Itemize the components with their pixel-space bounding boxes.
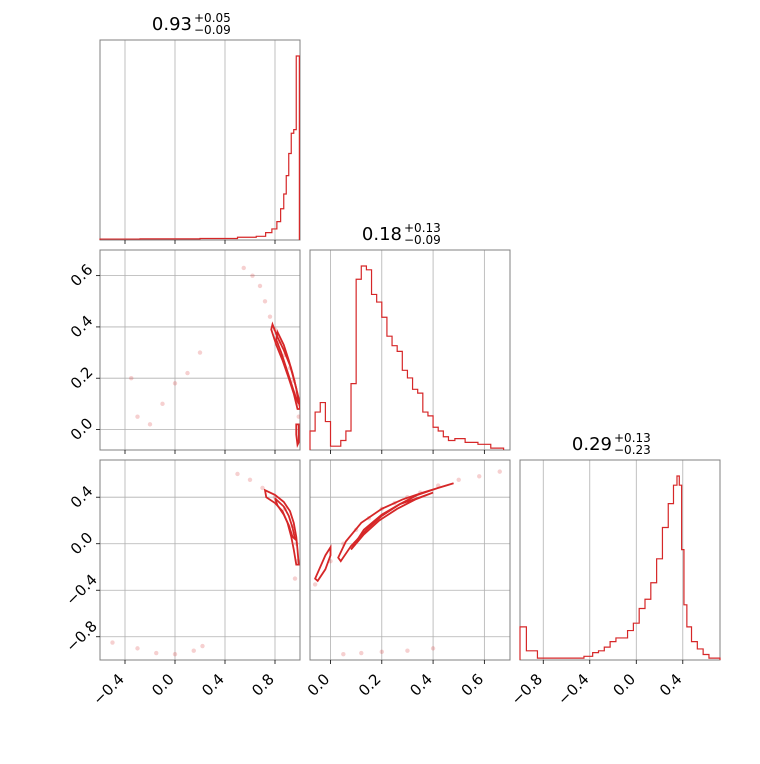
axis-param1-xlabel-1: 0.2	[355, 670, 385, 700]
scatter-panel-1-point-1	[247, 477, 253, 482]
hist-panel-2-frame	[519, 459, 721, 661]
scatter-panel-1-contour-0	[263, 488, 300, 566]
scatter-panel-1-point-9	[135, 646, 140, 651]
scatter-panel-0-point-17	[135, 414, 140, 419]
axis-row1-ylabel-2: 0.4	[67, 312, 97, 342]
scatter-panel-0-point-12	[296, 414, 300, 419]
scatter-panel-2-contour-1	[337, 482, 454, 563]
scatter-panel-1-contour-1	[274, 497, 297, 542]
axis-param1-xlabel-2: 0.4	[406, 670, 436, 700]
axis-param2-xlabel-0: −0.8	[508, 670, 546, 708]
scatter-panel-2-marks	[312, 469, 502, 657]
scatter-panel-0-frame	[99, 249, 301, 451]
scatter-panel-0-point-2	[257, 283, 263, 289]
axis-param0-xlabel-3: 0.8	[248, 670, 278, 700]
scatter-panel-2-contour-0	[314, 544, 332, 583]
axis-param0-xlabel-0: −0.4	[89, 670, 127, 708]
title-0: 0.93 +0.05−0.09	[152, 11, 231, 37]
axis-param2-xlabel-3: 0.4	[656, 670, 686, 700]
title-2-median: 0.29	[572, 434, 612, 455]
scatter-panel-0-contour-2	[295, 423, 300, 449]
scatter-panel-2-point-12	[497, 469, 502, 474]
title-0-minus: −0.09	[194, 23, 231, 37]
axis-row2-ylabel-0: −0.8	[62, 617, 100, 655]
scatter-panel-0-point-19	[147, 422, 153, 427]
scatter-panel-1-marks	[110, 471, 300, 657]
axis-param0-xlabel-1: 0.0	[148, 670, 178, 700]
axis-param0-xlabel-2: 0.4	[198, 670, 228, 700]
scatter-panel-0-point-1	[250, 273, 255, 278]
scatter-panel-0-point-13	[172, 381, 178, 386]
scatter-panel-1-point-13	[200, 643, 205, 649]
title-1-median: 0.18	[362, 224, 402, 245]
scatter-panel-2-point-11	[477, 474, 482, 479]
title-2-minus: −0.23	[614, 443, 651, 457]
axis-param1-xlabel-3: 0.6	[458, 670, 488, 700]
scatter-panel-0-marks	[129, 265, 300, 449]
axis-row1-ylabel-0: 0.0	[67, 414, 97, 444]
scatter-panel-0-point-3	[262, 299, 268, 304]
hist-panel-2-histogram	[519, 475, 721, 660]
title-0-plus: +0.05	[194, 11, 231, 25]
axis-param2-xlabel-2: 0.0	[610, 670, 640, 700]
scatter-panel-1-point-10	[154, 650, 159, 656]
scatter-panel-1-point-12	[191, 648, 196, 653]
scatter-panel-0-contour-1	[275, 329, 300, 405]
hist-panel-1-histogram	[309, 265, 505, 450]
scatter-panel-1-point-0	[235, 471, 240, 477]
title-2: 0.29 +0.13−0.23	[572, 431, 651, 457]
scatter-panel-2-point-13	[341, 651, 346, 657]
hist-panel-0-frame	[99, 39, 301, 241]
title-0-median: 0.93	[152, 14, 192, 35]
axis-row2-ylabel-3: 0.4	[67, 482, 97, 512]
axis-param2-xlabel-1: −0.4	[554, 670, 592, 708]
scatter-panel-2-point-17	[430, 646, 436, 651]
scatter-panel-1-point-11	[172, 651, 178, 657]
scatter-panel-2-point-10	[456, 477, 461, 482]
axis-row1-ylabel-3: 0.6	[67, 260, 97, 290]
hist-panel-0-histogram	[99, 55, 300, 240]
scatter-panel-0-point-0	[241, 265, 246, 271]
scatter-panel-2-point-14	[359, 650, 364, 656]
hist-panel-1-frame	[309, 249, 511, 451]
scatter-panel-1-point-14	[110, 640, 115, 645]
axis-row2-ylabel-1: −0.4	[62, 571, 100, 609]
title-1-minus: −0.09	[404, 233, 441, 247]
scatter-panel-1-point-2	[260, 485, 265, 491]
scatter-panel-2-point-0	[312, 582, 318, 587]
scatter-panel-2-point-16	[405, 648, 410, 653]
scatter-panel-0-point-15	[197, 350, 203, 355]
scatter-panel-0-point-4	[267, 314, 273, 319]
title-1-plus: +0.13	[404, 221, 441, 235]
scatter-panel-1-frame	[99, 459, 301, 661]
scatter-panel-0-point-18	[160, 401, 165, 407]
scatter-panel-0-point-14	[185, 370, 190, 376]
scatter-panel-2-point-15	[379, 649, 384, 655]
axis-row1-ylabel-1: 0.2	[67, 363, 97, 393]
scatter-panel-1-point-8	[292, 576, 298, 581]
axis-param1-xlabel-0: 0.0	[304, 670, 334, 700]
scatter-panel-0-contour-0	[270, 321, 300, 410]
scatter-panel-0-point-16	[129, 376, 134, 381]
title-1: 0.18 +0.13−0.09	[362, 221, 441, 247]
title-2-plus: +0.13	[614, 431, 651, 445]
axis-row2-ylabel-2: 0.0	[67, 529, 97, 559]
scatter-panel-2-frame	[309, 459, 511, 661]
scatter-panel-2-contour-2	[350, 491, 434, 551]
